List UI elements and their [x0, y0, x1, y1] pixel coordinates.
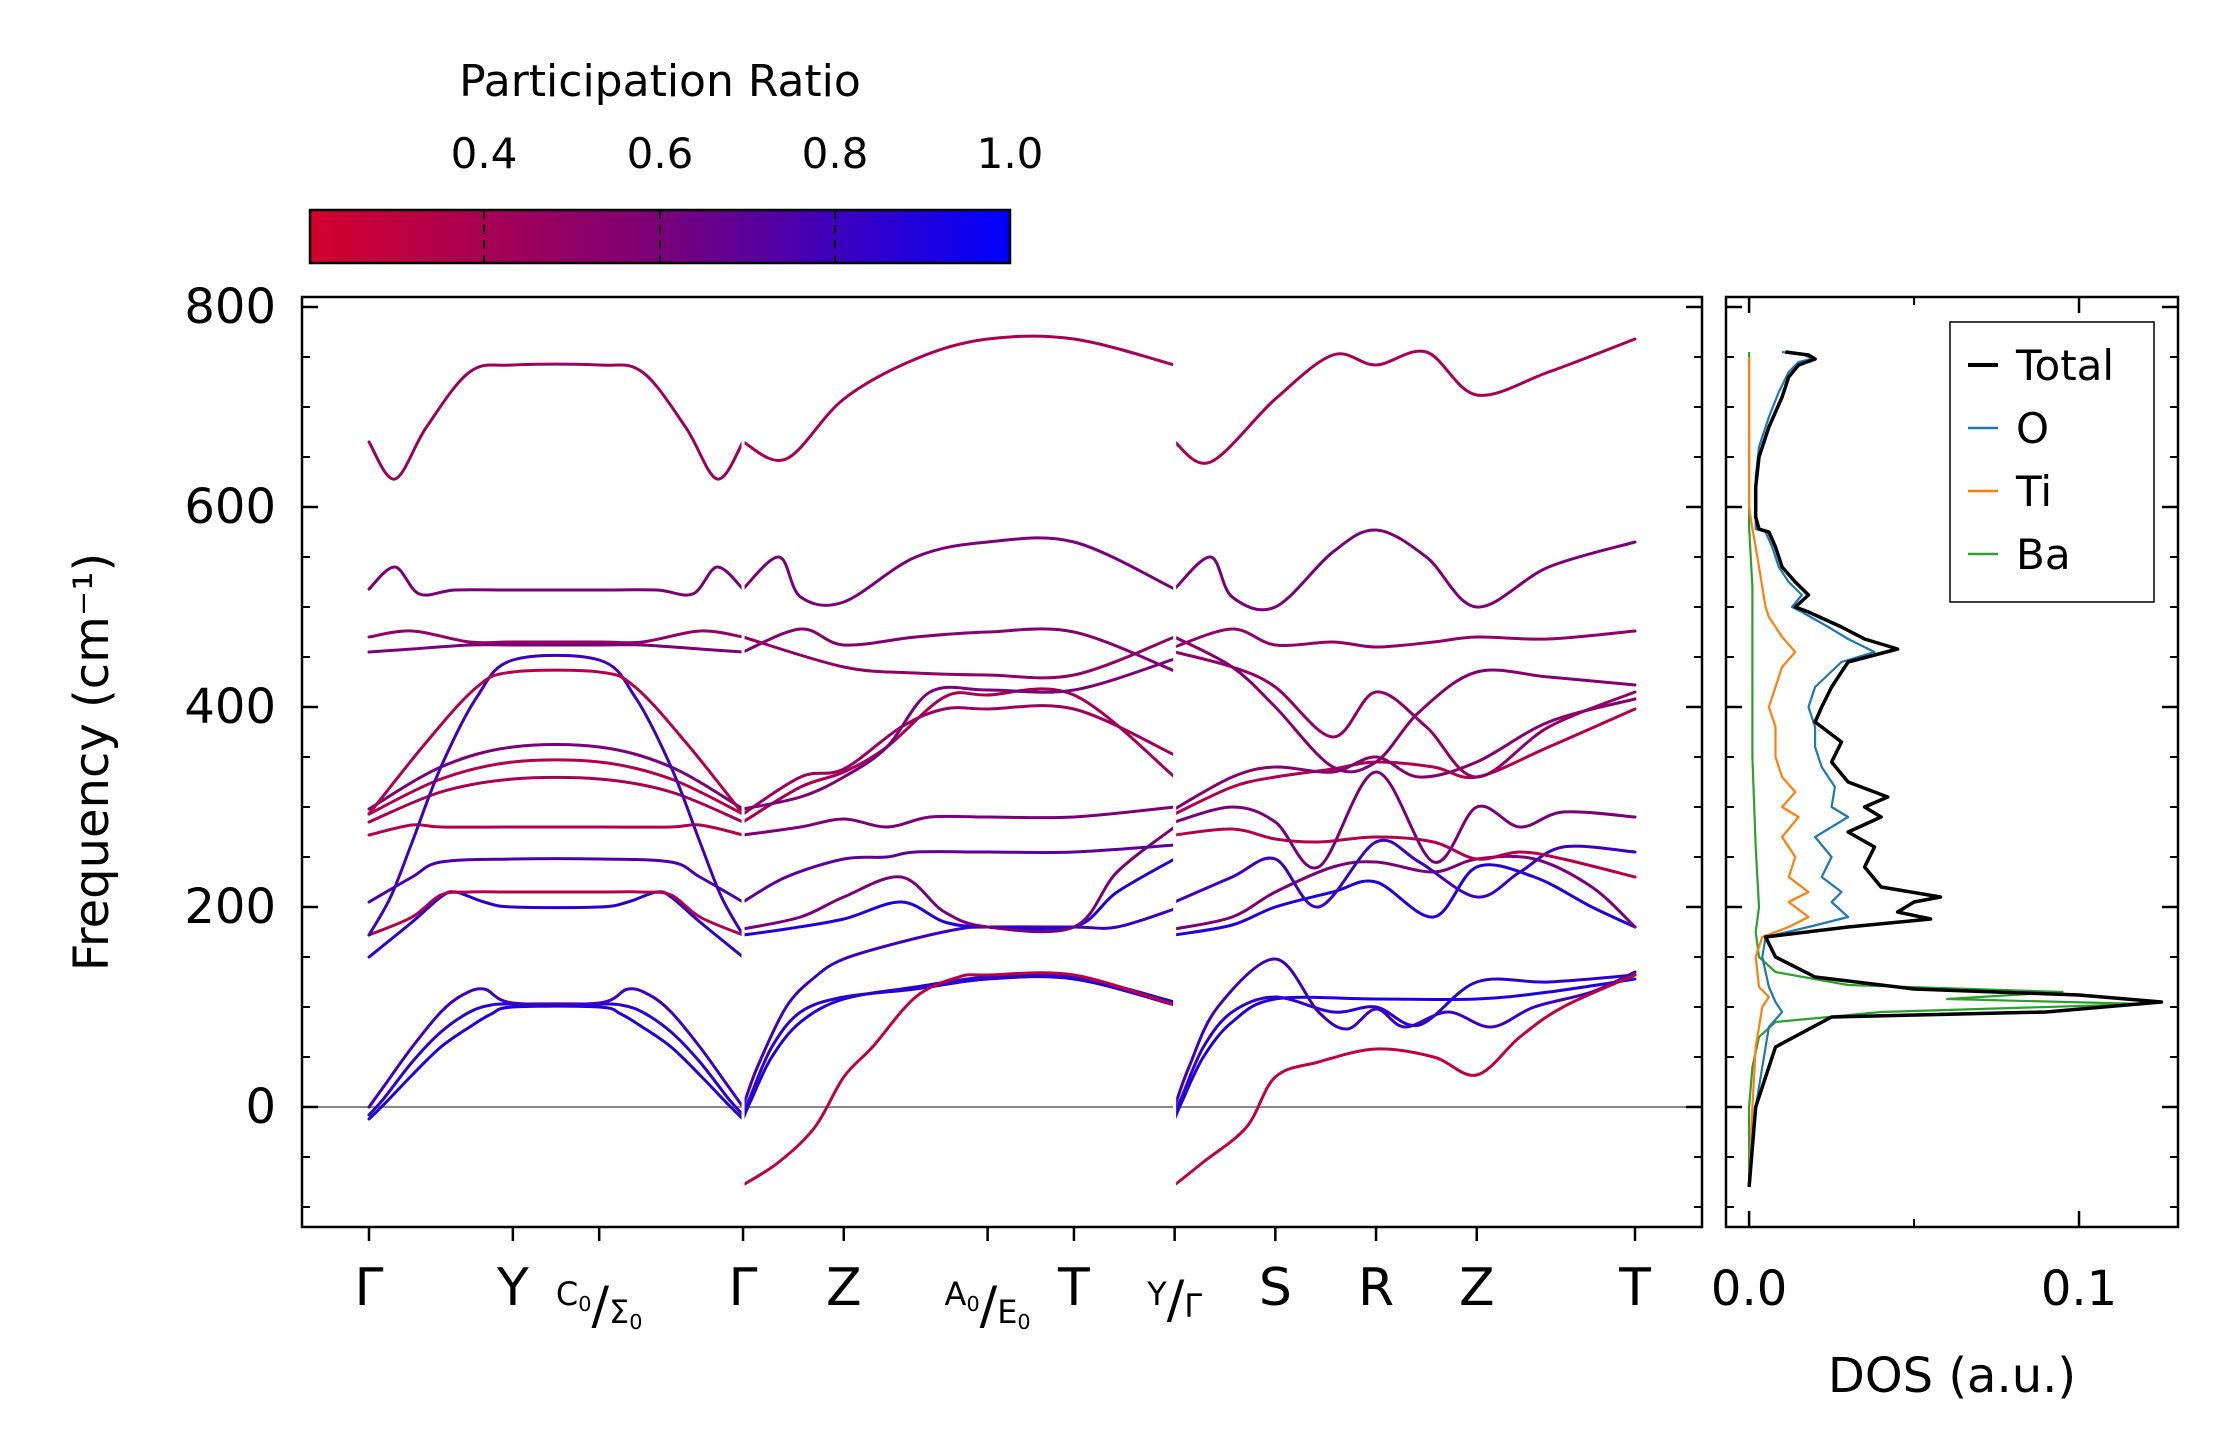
band-line-band-37: [1173, 854, 1637, 931]
dos-x-axis-label: DOS (a.u.): [1828, 1348, 2076, 1404]
band-line-band-28: [741, 635, 1177, 680]
band-line-band-20: [741, 971, 1177, 1187]
band-line-band-19: [741, 907, 1177, 1109]
k-point-label: Γ: [729, 1258, 758, 1318]
dos-x-tick-label: 0.0: [1711, 1261, 1787, 1317]
band-line-band-2: [367, 1002, 745, 1117]
k-point-label: Z: [826, 1258, 862, 1318]
band-line-band-36: [1173, 863, 1637, 937]
band-line-band-10: [367, 743, 745, 811]
band-plot-frame: [300, 295, 1704, 1229]
band-line-band-23: [741, 843, 1177, 904]
dos-panel: 0.0 0.1 DOS (a.u.) Total O Ti Ba: [1711, 295, 2180, 1404]
band-line-band-29: [741, 627, 1177, 673]
band-line-band-25: [741, 687, 1177, 824]
band-line-band-27: [741, 657, 1177, 811]
y-axis-label: Frequency (cm⁻¹): [64, 553, 120, 971]
dos-line-o: [1748, 350, 1876, 1188]
colorbar: Participation Ratio 0.4 0.6 0.8 1.0: [308, 56, 1044, 265]
band-line-band-46: [1173, 528, 1637, 612]
segment-break-gap: [741, 297, 745, 1227]
colorbar-tick-label: 1.0: [977, 129, 1044, 178]
legend-label-ba: Ba: [2016, 530, 2071, 579]
colorbar-tick-label: 0.4: [451, 129, 518, 178]
dos-plot-frame: [1724, 295, 2180, 1229]
band-line-band-39: [1173, 827, 1637, 879]
k-point-label: T: [1618, 1258, 1651, 1318]
y-tick-label: 800: [184, 279, 276, 335]
band-line-band-45: [1173, 627, 1637, 649]
k-point-label: C0/Σ0: [556, 1275, 643, 1336]
colorbar-tick-label: 0.6: [627, 129, 694, 178]
band-line-band-33: [1173, 973, 1637, 1117]
band-line-band-30: [741, 536, 1177, 607]
y-tick-label: 600: [184, 479, 276, 535]
dos-x-tick-label: 0.1: [2041, 1261, 2117, 1317]
colorbar-title: Participation Ratio: [459, 56, 861, 107]
band-line-band-6: [367, 857, 745, 904]
band-line-band-18: [741, 975, 1177, 1117]
segment-break-gap: [1173, 297, 1177, 1227]
band-line-band-38: [1173, 838, 1637, 909]
band-line-band-42: [1173, 697, 1637, 811]
band-line-band-31: [741, 334, 1177, 462]
k-point-label: R: [1358, 1258, 1394, 1318]
dos-line-ti: [1748, 357, 1810, 1188]
band-line-band-13: [367, 643, 745, 654]
y-tick-label: 400: [184, 679, 276, 735]
k-point-label: Y/Γ: [1146, 1270, 1202, 1330]
k-point-label: S: [1259, 1258, 1292, 1318]
k-point-label: T: [1057, 1258, 1090, 1318]
band-line-band-32: [1173, 977, 1637, 1121]
y-tick-label: 0: [245, 1079, 276, 1135]
legend: Total O Ti Ba: [1949, 321, 2155, 603]
band-line-band-12: [367, 668, 745, 816]
band-structure-panel: 0 200 400 600 800 Γ Y C0/Σ0 Γ Z A0/E0 T Y/Γ S R Z T Fre…: [64, 279, 1704, 1336]
dos-line-ba: [1748, 352, 2147, 1187]
band-line-band-47: [1173, 337, 1637, 465]
band-line-band-15: [367, 565, 745, 597]
k-point-label: Γ: [355, 1258, 384, 1318]
band-line-band-3: [367, 987, 745, 1109]
band-line-band-4: [367, 890, 745, 959]
band-line-band-16: [367, 362, 745, 481]
band-line-band-14: [367, 629, 745, 645]
band-line-band-41: [1173, 707, 1637, 816]
band-line-band-7: [367, 823, 745, 837]
band-line-band-22: [741, 825, 1177, 934]
band-line-band-1: [367, 1004, 745, 1121]
legend-label-total: Total: [2015, 341, 2114, 390]
band-line-band-26: [741, 704, 1177, 816]
dos-line-total: [1747, 350, 2164, 1188]
band-line-band-44: [1173, 635, 1637, 774]
band-line-band-11: [367, 653, 745, 937]
band-line-band-21: [741, 857, 1177, 937]
k-point-label: A0/E0: [945, 1275, 1031, 1336]
band-line-band-5: [367, 890, 745, 937]
k-point-label: Y: [496, 1258, 529, 1318]
band-line-band-40: [1173, 770, 1637, 870]
band-line-band-43: [1173, 650, 1637, 779]
legend-label-ti: Ti: [2015, 467, 2052, 516]
legend-frame: [1949, 321, 2155, 603]
band-line-band-17: [741, 973, 1177, 1121]
band-line-band-24: [741, 805, 1177, 837]
k-point-label: Z: [1459, 1258, 1495, 1318]
band-line-band-8: [367, 775, 745, 824]
band-line-band-34: [1173, 957, 1637, 1109]
legend-label-o: O: [2016, 404, 2049, 453]
y-tick-label: 200: [184, 879, 276, 935]
band-line-band-35: [1173, 973, 1637, 1187]
colorbar-tick-label: 0.8: [802, 129, 869, 178]
